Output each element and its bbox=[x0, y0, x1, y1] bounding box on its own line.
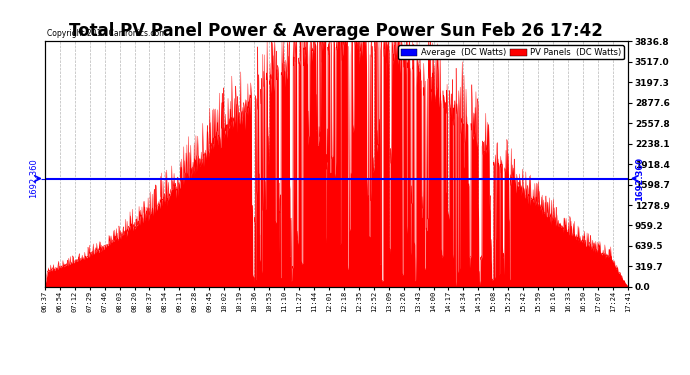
Text: Copyright 2017 Cartronics.com: Copyright 2017 Cartronics.com bbox=[47, 28, 166, 38]
Title: Total PV Panel Power & Average Power Sun Feb 26 17:42: Total PV Panel Power & Average Power Sun… bbox=[70, 22, 603, 40]
Legend: Average  (DC Watts), PV Panels  (DC Watts): Average (DC Watts), PV Panels (DC Watts) bbox=[398, 45, 624, 59]
